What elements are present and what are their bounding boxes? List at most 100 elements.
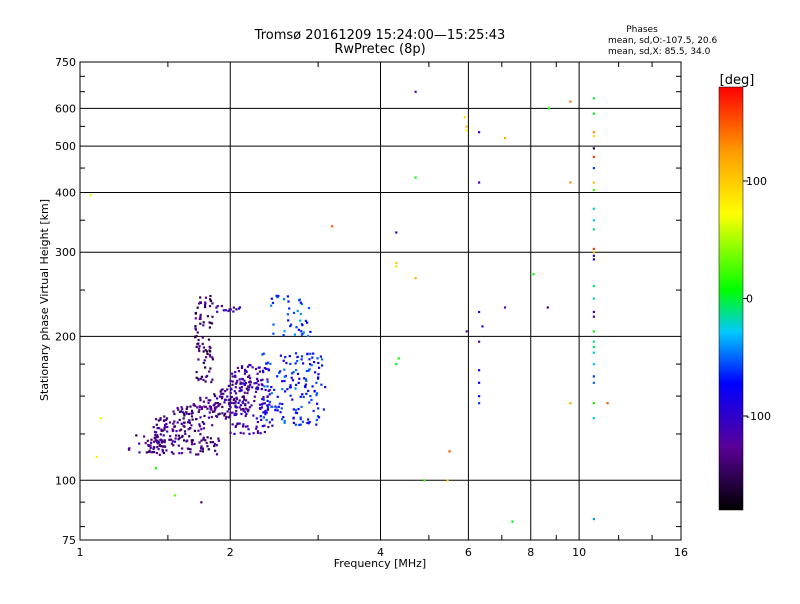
echo-point xyxy=(397,357,400,360)
echo-point xyxy=(307,389,310,392)
x-tick-label: 10 xyxy=(572,546,586,559)
echo-point xyxy=(211,356,214,359)
echo-point xyxy=(148,449,151,452)
echo-point xyxy=(201,421,204,424)
echo-point xyxy=(569,181,572,184)
echo-point xyxy=(245,412,248,415)
echo-point xyxy=(199,399,202,402)
echo-point xyxy=(592,297,595,300)
echo-point xyxy=(266,399,269,402)
echo-point xyxy=(246,392,249,395)
echo-point xyxy=(261,369,265,372)
echo-point xyxy=(220,392,223,395)
echo-point xyxy=(249,381,252,384)
echo-point xyxy=(414,90,417,93)
echo-point xyxy=(202,324,205,327)
echo-point xyxy=(255,381,258,385)
echo-point xyxy=(592,315,595,318)
echo-point xyxy=(283,379,286,383)
echo-point xyxy=(177,444,180,447)
echo-point xyxy=(270,297,273,300)
echo-point xyxy=(204,296,208,299)
echo-point xyxy=(478,402,481,405)
echo-point xyxy=(243,383,246,386)
echo-point xyxy=(296,309,299,312)
echo-point xyxy=(240,389,243,392)
echo-point xyxy=(160,445,163,448)
echo-point xyxy=(178,418,181,421)
echo-point xyxy=(235,397,238,401)
echo-point xyxy=(200,501,203,504)
echo-point xyxy=(244,407,247,410)
y-tick-labels: 75 100 200 300 400 500 600 750 xyxy=(55,56,76,547)
echo-point xyxy=(265,418,268,422)
echo-point xyxy=(270,304,273,307)
echo-point xyxy=(209,355,212,358)
echo-point xyxy=(260,383,263,386)
echo-point xyxy=(222,309,225,312)
echo-point xyxy=(264,409,267,412)
echo-point xyxy=(395,265,398,268)
echo-point xyxy=(223,414,226,417)
echo-point xyxy=(135,434,138,437)
echo-point xyxy=(250,404,253,407)
echo-point xyxy=(273,388,276,391)
echo-point xyxy=(174,494,177,497)
echo-point xyxy=(283,419,286,423)
echo-point xyxy=(157,448,160,451)
echo-point xyxy=(253,400,256,403)
legend-x-stats: mean, sd,X: 85.5, 34.0 xyxy=(608,47,711,57)
echo-point xyxy=(395,261,398,265)
echo-point xyxy=(269,362,272,365)
echo-point xyxy=(284,390,287,393)
echo-point xyxy=(235,308,238,311)
echo-point xyxy=(592,97,595,100)
echo-point xyxy=(321,358,324,361)
echo-point xyxy=(170,442,174,445)
echo-point xyxy=(307,422,310,425)
echo-point xyxy=(592,340,595,343)
echo-point xyxy=(155,423,158,426)
echo-point xyxy=(261,378,264,381)
echo-point xyxy=(294,362,297,365)
echo-point xyxy=(228,404,231,407)
echo-point xyxy=(414,277,417,280)
echo-point xyxy=(592,188,595,192)
colorbar-tick-label: 100 xyxy=(746,175,767,188)
echo-point xyxy=(197,429,200,432)
echo-point xyxy=(258,403,262,406)
x-tick-label: 16 xyxy=(674,546,688,559)
echo-point xyxy=(183,412,186,415)
echo-point xyxy=(217,413,220,416)
echo-point xyxy=(206,407,209,410)
echo-point xyxy=(180,428,183,431)
echo-point xyxy=(170,438,173,441)
echo-point xyxy=(219,390,222,393)
echo-point xyxy=(289,325,292,328)
echo-point xyxy=(190,415,194,418)
echo-point xyxy=(592,258,595,261)
echo-point xyxy=(203,422,206,425)
echo-point xyxy=(164,426,167,429)
echo-point xyxy=(213,393,216,396)
echo-point xyxy=(315,394,318,397)
echo-point xyxy=(592,402,595,405)
echo-point xyxy=(202,361,205,365)
echo-point xyxy=(211,358,214,361)
echo-point xyxy=(294,423,297,426)
echo-point xyxy=(155,435,158,439)
echo-point xyxy=(503,137,507,140)
echo-point xyxy=(276,375,279,378)
echo-point xyxy=(213,408,217,411)
echo-point xyxy=(201,450,204,453)
echo-point xyxy=(159,433,162,436)
echo-point xyxy=(185,411,188,414)
echo-point xyxy=(546,306,549,309)
echo-point xyxy=(316,402,319,405)
echo-point xyxy=(478,340,481,343)
echo-point xyxy=(153,430,157,433)
echo-point xyxy=(256,388,259,391)
echo-point xyxy=(176,406,179,410)
echo-point xyxy=(260,403,263,406)
echo-point xyxy=(211,315,214,318)
